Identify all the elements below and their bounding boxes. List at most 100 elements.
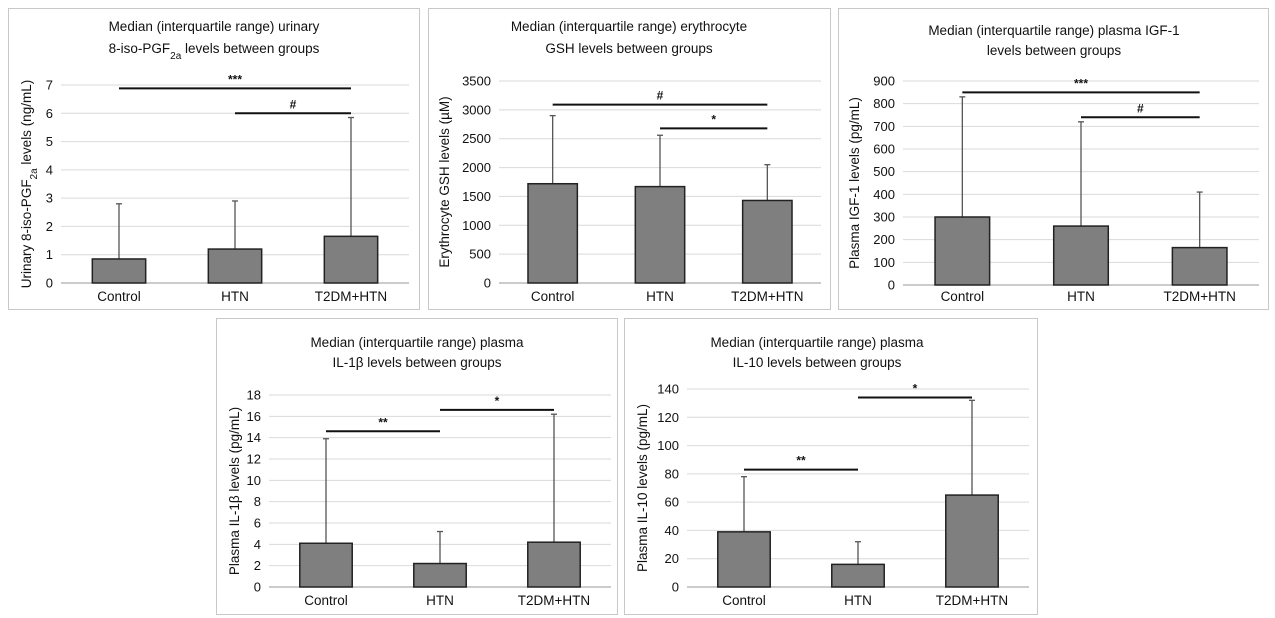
y-tick-label: 0 <box>888 278 895 293</box>
chart-il-10: Median (interquartile range) plasma IL-10… <box>635 335 1029 608</box>
significance-label: ** <box>378 415 388 429</box>
y-tick-label: 40 <box>665 523 679 538</box>
y-tick-label: 2500 <box>462 131 491 146</box>
y-tick-label: 12 <box>247 452 261 467</box>
y-tick-label: 3 <box>46 191 53 206</box>
y-tick-label: 100 <box>873 255 895 270</box>
significance-label: * <box>495 394 500 408</box>
y-axis-label: Urinary 8-iso-PGF2a levels (ng/mL) <box>19 80 40 288</box>
bar-il-1b-t2dm-htn <box>527 541 581 588</box>
chart-title-line-2: IL-1β levels between groups <box>332 355 501 370</box>
chart-8-iso-pgf2a: Median (interquartile range) urinary 8-is… <box>19 19 409 304</box>
y-tick-label: 200 <box>873 232 895 247</box>
y-axis-label: Plasma IL-10 levels (pg/mL) <box>635 404 650 572</box>
panel-igf-1: Median (interquartile range) plasma IGF-… <box>838 8 1269 310</box>
bar-il-10-htn <box>831 563 885 588</box>
y-tick-label: 140 <box>657 382 679 397</box>
chart-gsh: Median (interquartile range) erythrocyte… <box>437 19 821 304</box>
y-tick-label: 14 <box>247 430 261 445</box>
significance-label: # <box>1137 101 1144 115</box>
y-axis-label: Plasma IGF-1 levels (pg/mL) <box>847 97 862 269</box>
y-tick-label: 0 <box>254 580 261 595</box>
significance-label: # <box>657 89 664 103</box>
x-tick-label: T2DM+HTN <box>315 289 387 304</box>
significance-label: * <box>913 381 918 395</box>
panel-8-iso-pgf2a: Median (interquartile range) urinary 8-is… <box>8 8 420 310</box>
y-tick-label: 500 <box>469 247 491 262</box>
significance-label: ** <box>796 454 806 468</box>
chart-title-line-1: Median (interquartile range) plasma <box>310 335 524 350</box>
y-tick-label: 16 <box>247 409 261 424</box>
x-tick-label: Control <box>722 593 766 608</box>
x-tick-label: T2DM+HTN <box>936 593 1008 608</box>
bar-il-10-control <box>717 531 771 588</box>
bar-8-iso-pgf2a-control <box>91 258 147 284</box>
y-tick-label: 3000 <box>462 102 491 117</box>
y-tick-label: 6 <box>254 516 261 531</box>
y-tick-label: 120 <box>657 410 679 425</box>
chart-title-line-1: Median (interquartile range) plasma IGF-… <box>928 23 1179 38</box>
y-tick-label: 4 <box>254 537 261 552</box>
x-tick-label: Control <box>531 289 575 304</box>
y-tick-label: 6 <box>46 106 53 121</box>
y-tick-label: 600 <box>873 142 895 157</box>
y-tick-label: 700 <box>873 119 895 134</box>
y-tick-label: 300 <box>873 210 895 225</box>
x-tick-label: HTN <box>221 289 249 304</box>
y-tick-label: 2 <box>46 219 53 234</box>
bar-igf-1-control <box>934 216 991 286</box>
chart-title-line-1: Median (interquartile range) erythrocyte <box>511 19 747 34</box>
y-tick-label: 20 <box>665 551 679 566</box>
bar-gsh-control <box>527 182 579 284</box>
y-tick-label: 3500 <box>462 74 491 89</box>
y-tick-label: 5 <box>46 134 53 149</box>
panel-gsh: Median (interquartile range) erythrocyte… <box>428 8 831 310</box>
x-tick-label: HTN <box>844 593 872 608</box>
x-tick-label: Control <box>97 289 141 304</box>
y-tick-label: 18 <box>247 388 261 403</box>
y-tick-label: 1500 <box>462 189 491 204</box>
chart-igf-1: Median (interquartile range) plasma IGF-… <box>847 23 1259 304</box>
bar-gsh-t2dm-htn <box>741 199 793 284</box>
y-tick-label: 0 <box>484 276 491 291</box>
chart-title-line-2: IL-10 levels between groups <box>733 355 902 370</box>
y-tick-label: 500 <box>873 164 895 179</box>
y-tick-label: 100 <box>657 438 679 453</box>
chart-title-line-1: Median (interquartile range) plasma <box>710 335 924 350</box>
panel-il-1b: Median (interquartile range) plasma IL-1β… <box>216 318 618 615</box>
y-tick-label: 1 <box>46 247 53 262</box>
significance-label: *** <box>1074 76 1088 90</box>
chart-title-line-2: GSH levels between groups <box>545 41 713 56</box>
bar-8-iso-pgf2a-htn <box>207 248 263 284</box>
y-tick-label: 60 <box>665 495 679 510</box>
chart-il-1b: Median (interquartile range) plasma IL-1β… <box>227 335 611 608</box>
y-tick-label: 2 <box>254 558 261 573</box>
x-tick-label: T2DM+HTN <box>518 593 590 608</box>
y-tick-label: 400 <box>873 187 895 202</box>
y-axis-label: Plasma IL-1β levels (pg/mL) <box>227 407 242 575</box>
y-axis-label: Erythrocyte GSH levels (µM) <box>437 96 452 267</box>
bar-igf-1-t2dm-htn <box>1171 246 1228 286</box>
x-tick-label: T2DM+HTN <box>1163 289 1235 304</box>
y-tick-label: 8 <box>254 494 261 509</box>
y-tick-label: 0 <box>672 580 679 595</box>
bar-il-1b-control <box>299 542 353 588</box>
bar-il-1b-htn <box>413 562 467 588</box>
y-tick-label: 7 <box>46 78 53 93</box>
y-tick-label: 0 <box>46 276 53 291</box>
panel-il-10: Median (interquartile range) plasma IL-10… <box>624 318 1038 615</box>
x-tick-label: HTN <box>426 593 454 608</box>
y-tick-label: 10 <box>247 473 261 488</box>
bar-8-iso-pgf2a-t2dm-htn <box>323 235 379 284</box>
x-tick-label: Control <box>941 289 985 304</box>
y-tick-label: 4 <box>46 162 53 177</box>
x-tick-label: HTN <box>646 289 674 304</box>
y-tick-label: 80 <box>665 466 679 481</box>
y-tick-label: 900 <box>873 74 895 89</box>
y-tick-label: 1000 <box>462 218 491 233</box>
chart-title-line-2: 8-iso-PGF2a levels between groups <box>109 41 320 62</box>
chart-title-line-1: Median (interquartile range) urinary <box>109 19 320 34</box>
x-tick-label: HTN <box>1067 289 1095 304</box>
chart-title-line-2: levels between groups <box>987 43 1122 58</box>
x-tick-label: Control <box>304 593 348 608</box>
